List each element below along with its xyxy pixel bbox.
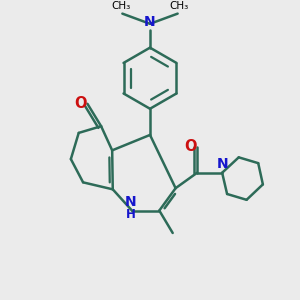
Text: N: N: [217, 157, 229, 171]
Text: N: N: [144, 15, 156, 29]
Text: O: O: [74, 96, 86, 111]
Text: CH₃: CH₃: [111, 1, 130, 11]
Text: N: N: [125, 195, 136, 209]
Text: O: O: [184, 139, 197, 154]
Text: CH₃: CH₃: [169, 1, 189, 11]
Text: H: H: [126, 208, 135, 221]
